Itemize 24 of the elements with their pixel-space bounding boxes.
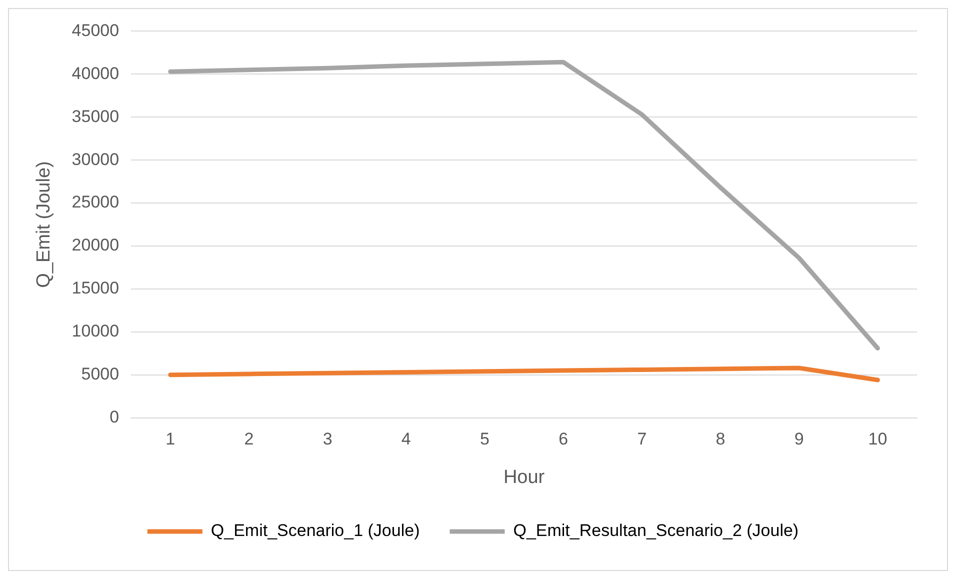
x-tick-label: 7: [637, 430, 647, 449]
y-tick-label: 30000: [72, 150, 120, 169]
y-tick-label: 40000: [72, 64, 120, 83]
x-tick-label: 5: [480, 430, 490, 449]
y-tick-label: 5000: [81, 364, 120, 384]
legend-label: Q_Emit_Scenario_1 (Joule): [210, 521, 420, 540]
y-tick-label: 20000: [72, 236, 120, 255]
x-tick-label: 1: [166, 430, 176, 449]
x-tick-label: 6: [558, 430, 568, 449]
y-tick-label: 0: [110, 407, 120, 426]
y-tick-label: 35000: [72, 106, 120, 126]
y-tick-label: 10000: [72, 322, 120, 341]
y-tick-label: 45000: [72, 20, 120, 40]
x-tick-label: 8: [716, 430, 726, 449]
y-tick-label: 15000: [72, 278, 120, 298]
x-tick-label: 9: [794, 430, 804, 449]
x-tick-label: 4: [401, 430, 411, 449]
x-axis-title: Hour: [503, 466, 546, 488]
x-tick-label: 10: [868, 430, 888, 449]
y-tick-label: 25000: [72, 192, 120, 212]
legend-label: Q_Emit_Resultan_Scenario_2 (Joule): [513, 521, 799, 540]
x-tick-label: 2: [244, 430, 254, 449]
y-axis-title: Q_Emit (Joule): [34, 161, 55, 288]
x-tick-label: 3: [322, 430, 332, 449]
